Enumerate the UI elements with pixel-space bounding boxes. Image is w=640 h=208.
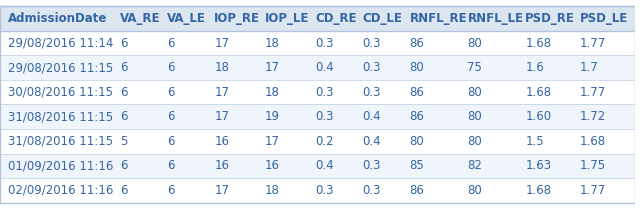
Text: 86: 86 [410, 110, 424, 123]
Text: 6: 6 [120, 159, 128, 172]
Text: 5: 5 [120, 135, 128, 148]
Text: 6: 6 [168, 184, 175, 197]
Text: RNFL_RE: RNFL_RE [410, 12, 467, 25]
Text: 0.3: 0.3 [316, 86, 334, 99]
Text: 29/08/2016 11:14: 29/08/2016 11:14 [8, 37, 114, 50]
Text: 0.3: 0.3 [363, 184, 381, 197]
Text: 1.77: 1.77 [580, 184, 606, 197]
Text: 0.3: 0.3 [363, 37, 381, 50]
Text: 0.3: 0.3 [316, 110, 334, 123]
Text: 85: 85 [410, 159, 424, 172]
Text: 6: 6 [168, 135, 175, 148]
Text: VA_RE: VA_RE [120, 12, 161, 25]
Text: 80: 80 [467, 86, 483, 99]
Text: 0.3: 0.3 [363, 159, 381, 172]
Text: 1.77: 1.77 [580, 86, 606, 99]
Text: 6: 6 [168, 37, 175, 50]
Text: 1.68: 1.68 [580, 135, 605, 148]
Text: 0.4: 0.4 [363, 110, 381, 123]
Text: 0.4: 0.4 [316, 61, 334, 74]
Text: 6: 6 [120, 37, 128, 50]
Text: 16: 16 [265, 159, 280, 172]
Text: 80: 80 [467, 110, 483, 123]
Text: 0.4: 0.4 [363, 135, 381, 148]
Text: 1.75: 1.75 [580, 159, 605, 172]
Text: 6: 6 [120, 110, 128, 123]
Text: 18: 18 [265, 184, 280, 197]
Text: 17: 17 [214, 184, 229, 197]
Text: 75: 75 [467, 61, 483, 74]
Text: 1.68: 1.68 [525, 184, 552, 197]
Text: 17: 17 [214, 86, 229, 99]
FancyBboxPatch shape [0, 154, 635, 178]
Text: 1.77: 1.77 [580, 37, 606, 50]
Text: 31/08/2016 11:15: 31/08/2016 11:15 [8, 110, 113, 123]
Text: 17: 17 [214, 110, 229, 123]
Text: 1.60: 1.60 [525, 110, 552, 123]
Text: 01/09/2016 11:16: 01/09/2016 11:16 [8, 159, 114, 172]
Text: VA_LE: VA_LE [168, 12, 206, 25]
Text: 1.72: 1.72 [580, 110, 606, 123]
Text: IOP_LE: IOP_LE [265, 12, 309, 25]
Text: 6: 6 [168, 159, 175, 172]
Text: 80: 80 [410, 61, 424, 74]
Text: AdmissionDate: AdmissionDate [8, 12, 108, 25]
Text: 86: 86 [410, 86, 424, 99]
Text: 6: 6 [168, 86, 175, 99]
Text: 0.3: 0.3 [316, 184, 334, 197]
Text: CD_LE: CD_LE [363, 12, 403, 25]
Text: 17: 17 [265, 135, 280, 148]
Text: 1.63: 1.63 [525, 159, 552, 172]
FancyBboxPatch shape [0, 104, 635, 129]
Text: 16: 16 [214, 135, 229, 148]
Text: 1.7: 1.7 [580, 61, 598, 74]
Text: 19: 19 [265, 110, 280, 123]
Text: RNFL_LE: RNFL_LE [467, 12, 524, 25]
Text: 1.68: 1.68 [525, 86, 552, 99]
Text: 02/09/2016 11:16: 02/09/2016 11:16 [8, 184, 114, 197]
Text: IOP_RE: IOP_RE [214, 12, 260, 25]
Text: 1.68: 1.68 [525, 37, 552, 50]
Text: 0.2: 0.2 [316, 135, 334, 148]
Text: 0.3: 0.3 [316, 37, 334, 50]
FancyBboxPatch shape [0, 55, 635, 80]
Text: 18: 18 [265, 86, 280, 99]
FancyBboxPatch shape [0, 6, 635, 31]
Text: 16: 16 [214, 159, 229, 172]
Text: 17: 17 [265, 61, 280, 74]
Text: 6: 6 [168, 61, 175, 74]
Text: 80: 80 [467, 135, 483, 148]
Text: 86: 86 [410, 37, 424, 50]
Text: 6: 6 [120, 184, 128, 197]
Text: 1.6: 1.6 [525, 61, 544, 74]
Text: 6: 6 [120, 86, 128, 99]
Text: CD_RE: CD_RE [316, 12, 357, 25]
Text: 6: 6 [120, 61, 128, 74]
Text: 1.5: 1.5 [525, 135, 544, 148]
Text: 17: 17 [214, 37, 229, 50]
Text: 6: 6 [168, 110, 175, 123]
Text: 30/08/2016 11:15: 30/08/2016 11:15 [8, 86, 113, 99]
Text: PSD_LE: PSD_LE [580, 12, 628, 25]
Text: 31/08/2016 11:15: 31/08/2016 11:15 [8, 135, 113, 148]
Text: 0.3: 0.3 [363, 86, 381, 99]
Text: 18: 18 [214, 61, 229, 74]
Text: 80: 80 [410, 135, 424, 148]
Text: 0.3: 0.3 [363, 61, 381, 74]
Text: 80: 80 [467, 184, 483, 197]
Text: 86: 86 [410, 184, 424, 197]
Text: 82: 82 [467, 159, 483, 172]
Text: 80: 80 [467, 37, 483, 50]
Text: 0.4: 0.4 [316, 159, 334, 172]
Text: PSD_RE: PSD_RE [525, 12, 575, 25]
Text: 18: 18 [265, 37, 280, 50]
Text: 29/08/2016 11:15: 29/08/2016 11:15 [8, 61, 113, 74]
